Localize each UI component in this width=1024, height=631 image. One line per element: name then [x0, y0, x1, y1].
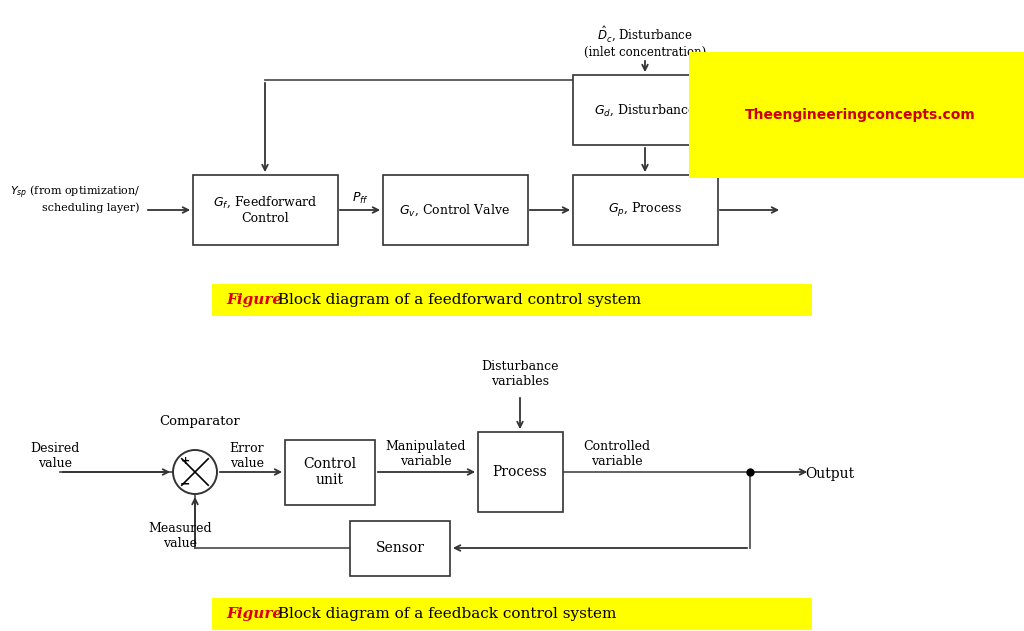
Text: Manipulated
variable: Manipulated variable: [386, 440, 466, 468]
Text: $\hat{D}_c$, Disturbance
(inlet concentration): $\hat{D}_c$, Disturbance (inlet concentr…: [584, 25, 707, 59]
Bar: [212, 598, 812, 630]
Text: $P_{ff}$: $P_{ff}$: [351, 191, 369, 206]
Text: Figure: Figure: [226, 293, 283, 307]
Bar: [572, 75, 718, 145]
Text: $G_p$, Process: $G_p$, Process: [608, 201, 682, 219]
Text: Comparator: Comparator: [160, 415, 241, 428]
Bar: [350, 521, 450, 575]
Text: Process: Process: [493, 465, 548, 479]
Bar: [212, 284, 812, 316]
Text: Block diagram of a feedforward control system: Block diagram of a feedforward control s…: [273, 293, 641, 307]
Text: $G_v$, Control Valve: $G_v$, Control Valve: [399, 203, 511, 218]
Bar: [477, 432, 562, 512]
Text: Controlled
variable: Controlled variable: [584, 440, 650, 468]
Text: Theengineeringconcepts.com: Theengineeringconcepts.com: [744, 108, 976, 122]
Text: $G_f$, Feedforward
Control: $G_f$, Feedforward Control: [213, 195, 317, 225]
Text: Block diagram of a feedback control system: Block diagram of a feedback control syst…: [273, 607, 616, 621]
Text: Control
unit: Control unit: [303, 457, 356, 487]
Text: Sensor: Sensor: [376, 541, 425, 555]
Text: −: −: [180, 478, 190, 490]
Circle shape: [173, 450, 217, 494]
Text: Figure: Figure: [226, 607, 283, 621]
Text: Desired
value: Desired value: [31, 442, 80, 470]
Bar: [383, 175, 527, 245]
Text: +: +: [180, 456, 189, 466]
Bar: [572, 175, 718, 245]
Text: Error
value: Error value: [229, 442, 264, 470]
Text: Measured
value: Measured value: [148, 522, 212, 550]
Text: $G_d$, Disturbance: $G_d$, Disturbance: [594, 102, 696, 118]
Text: Disturbance
variables: Disturbance variables: [481, 360, 559, 388]
Text: Output: Output: [806, 467, 855, 481]
Text: $Y_{sp}$ (from optimization/
scheduling layer): $Y_{sp}$ (from optimization/ scheduling …: [9, 183, 140, 213]
Bar: [193, 175, 338, 245]
Bar: [285, 440, 375, 505]
